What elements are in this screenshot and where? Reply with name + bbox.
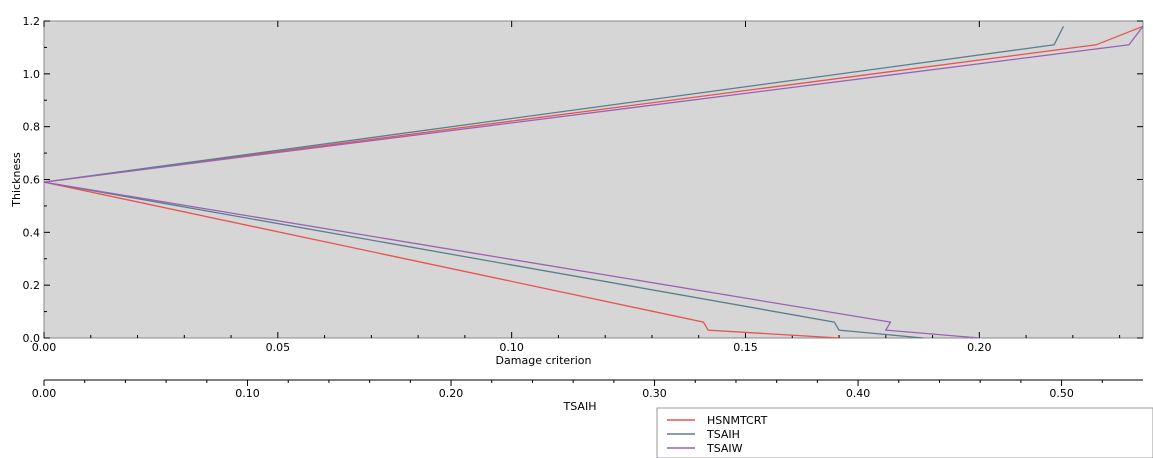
series-line-hsnmtcrt — [43, 25, 1144, 339]
secondary-axis-title: TSAIH — [563, 400, 597, 413]
secondary-tick-label: 0.20 — [439, 387, 464, 400]
y-tick-label: 0.0 — [23, 332, 41, 345]
secondary-tick-label: 0.10 — [235, 387, 260, 400]
secondary-tick-label: 0.50 — [1049, 387, 1074, 400]
secondary-axis: 0.00 0.10 0.20 0.30 0.40 0.50 TSAIH — [32, 379, 1143, 413]
x-tick-label: 0.20 — [967, 341, 992, 354]
y-tick-label: 0.8 — [23, 121, 41, 134]
secondary-tick-label: 0.30 — [642, 387, 667, 400]
x-tick-label: 0.00 — [32, 341, 57, 354]
secondary-tick-label: 0.00 — [32, 387, 57, 400]
y-tick-label: 1.2 — [23, 15, 41, 28]
x-tick-label: 0.15 — [733, 341, 758, 354]
legend-label-tsaih: TSAIH — [706, 428, 740, 441]
legend-label-hsnmtcrt: HSNMTCRT — [707, 414, 768, 427]
series-line-tsaiw — [43, 25, 1144, 339]
series-layer — [43, 25, 1144, 339]
x-axis: 0.00 0.05 0.10 0.15 0.20 — [32, 21, 1121, 354]
x-axis-title: Damage criterion — [496, 354, 592, 367]
x-tick-label: 0.05 — [266, 341, 291, 354]
y-tick-label: 0.2 — [23, 279, 41, 292]
plot-area — [43, 20, 1144, 339]
secondary-tick-label: 0.40 — [846, 387, 871, 400]
legend-label-tsaiw: TSAIW — [706, 442, 743, 455]
y-tick-label: 0.4 — [23, 226, 41, 239]
y-tick-label: 1.0 — [23, 68, 41, 81]
y-tick-label: 0.6 — [23, 174, 41, 187]
series-line-tsaih — [43, 26, 1065, 339]
x-tick-label: 0.10 — [499, 341, 524, 354]
y-axis: 0.0 0.2 0.4 0.6 0.8 1.0 1.2 — [23, 15, 1143, 345]
y-axis-title: Thickness — [10, 152, 23, 208]
legend-box — [656, 407, 1153, 458]
